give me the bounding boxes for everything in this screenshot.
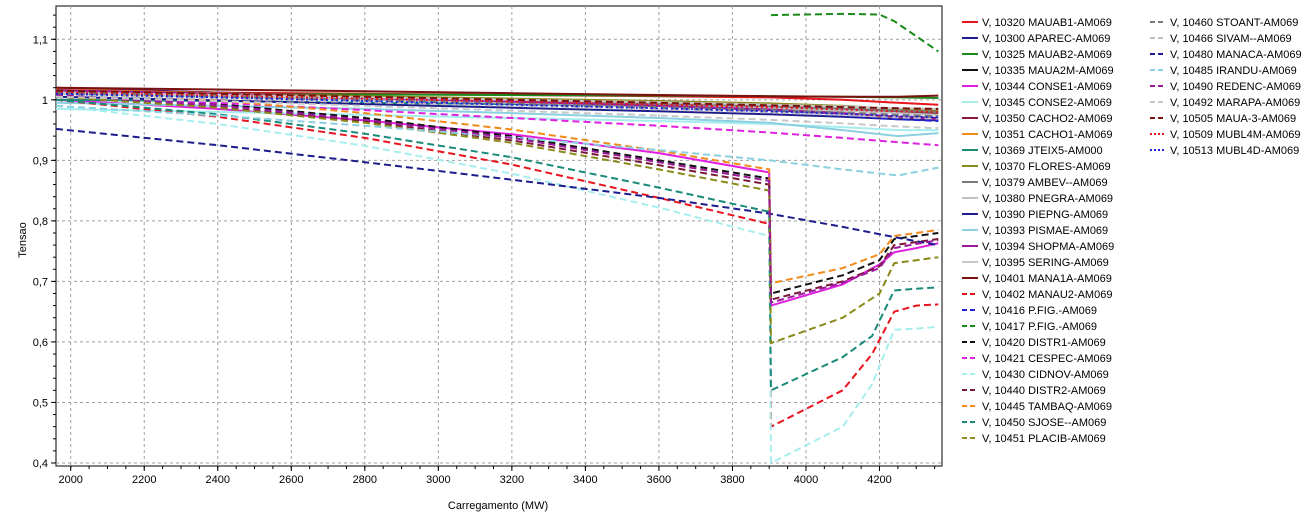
- series-line-29: [56, 127, 939, 247]
- y-tick-label: 0,9: [33, 155, 48, 167]
- legend-entry: V, 10440 DISTR2-AM069: [982, 385, 1106, 397]
- legend-entry: V, 10445 TAMBAQ-AM069: [982, 401, 1112, 413]
- x-tick-label: 3600: [647, 474, 671, 486]
- series-line-16: [56, 86, 939, 98]
- series-line-13: [56, 101, 939, 138]
- y-tick-label: 1,1: [33, 34, 48, 46]
- legend-entry: V, 10485 IRANDU-AM069: [1170, 65, 1297, 77]
- x-tick-label: 4200: [867, 474, 891, 486]
- legend-entry: V, 10344 CONSE1-AM069: [982, 81, 1112, 93]
- legend-entry: V, 10417 P.FIG.-AM069: [982, 321, 1097, 333]
- legend-entry: V, 10325 MAUAB2-AM069: [982, 49, 1112, 61]
- legend-entry: V, 10416 P.FIG.-AM069: [982, 305, 1097, 317]
- legend-entry: V, 10490 REDENC-AM069: [1170, 81, 1301, 93]
- y-axis: 0,4 0,5 0,6 0,7 0,8 0,9 1 1,1: [33, 14, 56, 470]
- legend-entry: V, 10380 PNEGRA-AM069: [982, 193, 1113, 205]
- legend: V, 10320 MAUAB1-AM069 V, 10300 APAREC-AM0…: [962, 17, 1302, 445]
- x-tick-label: 2400: [206, 474, 230, 486]
- legend-entry: V, 10395 SERING-AM069: [982, 257, 1109, 269]
- x-axis: 2000 2200 2400 2600 2800 3000 3200 3400 3600 3800…: [58, 466, 936, 486]
- legend-entry: V, 10401 MANA1A-AM069: [982, 273, 1112, 285]
- series-lines: [56, 12, 939, 465]
- legend-entry: V, 10370 FLORES-AM069: [982, 161, 1111, 173]
- legend-entry: V, 10480 MANACA-AM069: [1170, 49, 1302, 61]
- legend-entry: V, 10320 MAUAB1-AM069: [982, 17, 1112, 29]
- x-tick-label: 2000: [58, 474, 82, 486]
- series-line-19: [770, 12, 939, 53]
- x-tick-label: 3400: [573, 474, 597, 486]
- legend-entry: V, 10505 MAUA-3-AM069: [1170, 113, 1296, 125]
- legend-entry: V, 10421 CESPEC-AM069: [982, 353, 1112, 365]
- legend-entry: V, 10379 AMBEV--AM069: [982, 177, 1108, 189]
- x-tick-label: 3000: [426, 474, 450, 486]
- x-tick-label: 4000: [794, 474, 818, 486]
- y-axis-label: Tensao: [17, 222, 29, 257]
- legend-entry: V, 10460 STOANT-AM069: [1170, 17, 1298, 29]
- legend-entry: V, 10345 CONSE2-AM069: [982, 97, 1112, 109]
- legend-entry: V, 10351 CACHO1-AM069: [982, 129, 1112, 141]
- legend-entry: V, 10466 SIVAM--AM069: [1170, 33, 1292, 45]
- legend-entry: V, 10394 SHOPMA-AM069: [982, 241, 1114, 253]
- legend-entry: V, 10390 PIEPNG-AM069: [982, 209, 1108, 221]
- legend-entry: V, 10430 CIDNOV-AM069: [982, 369, 1109, 381]
- y-tick-label: 0,5: [33, 397, 48, 409]
- legend-entry: V, 10492 MARAPA-AM069: [1170, 97, 1300, 109]
- legend-entry: V, 10509 MUBL4M-AM069: [1170, 129, 1300, 141]
- x-tick-label: 2200: [132, 474, 156, 486]
- legend-entry: V, 10335 MAUA2M-AM069: [982, 65, 1114, 77]
- legend-entry: V, 10350 CACHO2-AM069: [982, 113, 1112, 125]
- series-line-33: [56, 89, 939, 110]
- y-tick-label: 1: [42, 95, 48, 107]
- plot-frame: [55, 5, 943, 467]
- legend-entry: V, 10402 MANAU2-AM069: [982, 289, 1112, 301]
- y-tick-label: 0,6: [33, 337, 48, 349]
- series-line-25: [56, 98, 939, 392]
- series-line-30: [56, 104, 939, 177]
- legend-entry: V, 10369 JTEIX5-AM000: [982, 145, 1103, 157]
- legend-entry: V, 10300 APAREC-AM069: [982, 33, 1110, 45]
- y-tick-label: 0,4: [33, 458, 48, 470]
- x-tick-label: 2600: [279, 474, 303, 486]
- y-tick-label: 0,8: [33, 216, 48, 228]
- legend-entry: V, 10420 DISTR1-AM069: [982, 337, 1106, 349]
- series-line-35: [56, 92, 939, 119]
- x-tick-label: 2800: [353, 474, 377, 486]
- legend-entry: V, 10451 PLACIB-AM069: [982, 433, 1106, 445]
- x-tick-label: 3800: [720, 474, 744, 486]
- x-axis-label: Carregamento (MW): [448, 500, 548, 512]
- x-tick-label: 3200: [500, 474, 524, 486]
- y-tick-label: 0,7: [33, 276, 48, 288]
- series-line-31: [56, 94, 939, 304]
- plot-area: [55, 5, 943, 467]
- legend-entry: V, 10450 SJOSE--AM069: [982, 417, 1106, 429]
- legend-entry: V, 10393 PISMAE-AM069: [982, 225, 1108, 237]
- series-line-28: [56, 94, 939, 120]
- series-line-34: [56, 91, 939, 113]
- series-line-32: [56, 95, 939, 130]
- legend-entry: V, 10513 MUBL4D-AM069: [1170, 145, 1299, 157]
